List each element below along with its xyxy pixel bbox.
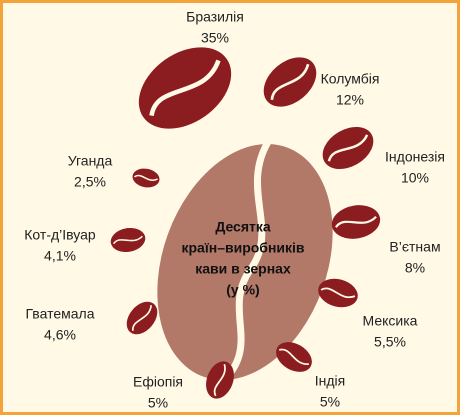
country-label: Гватемала [26, 306, 95, 322]
country-label: Уганда [68, 153, 113, 169]
value-label: 4,1% [44, 248, 76, 264]
center-title: країн–виробників [181, 240, 304, 256]
value-label: 4,6% [44, 327, 76, 343]
value-label: 5% [320, 394, 340, 410]
country-label: Індонезія [385, 149, 445, 165]
value-label: 12% [336, 92, 364, 108]
center-title: (у %) [226, 282, 259, 298]
value-label: 35% [201, 30, 229, 46]
country-label: Колумбія [321, 71, 380, 87]
country-label: Індія [315, 373, 345, 389]
country-label: Ефіопія [133, 374, 183, 390]
value-label: 5% [148, 395, 168, 411]
value-label: 10% [401, 170, 429, 186]
center-title: кави в зернах [195, 261, 291, 277]
center-title: Десятка [215, 219, 271, 235]
country-label: Бразилія [186, 9, 244, 25]
country-label: В’єтнам [389, 239, 440, 255]
infographic: Десятка країн–виробників кави в зернах (у %… [0, 0, 460, 415]
value-label: 5,5% [374, 334, 406, 350]
value-label: 2,5% [74, 174, 106, 190]
country-label: Кот-д’Івуар [24, 227, 96, 243]
value-label: 8% [405, 260, 425, 276]
country-label: Мексика [363, 313, 418, 329]
